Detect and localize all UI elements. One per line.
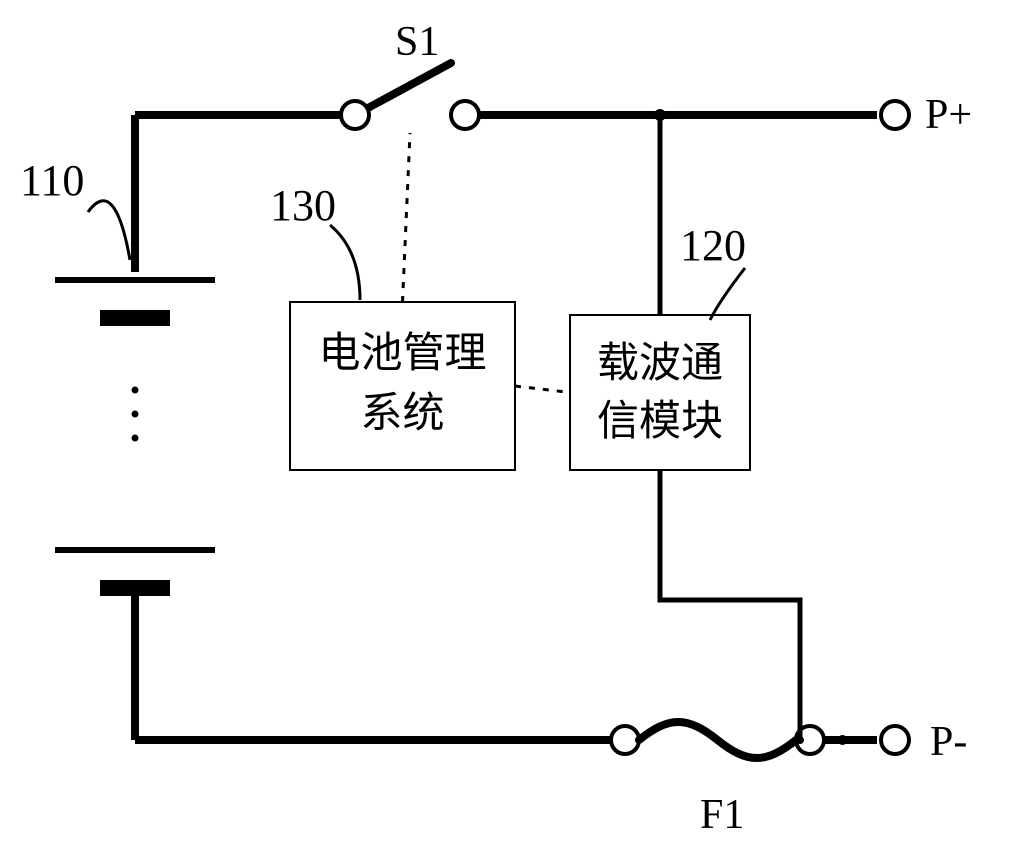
leader-120 [710, 268, 745, 320]
wire-carrier-bottom-tap [660, 470, 800, 740]
dashed-bms-to-switch [403, 133, 411, 302]
switch-terminal-right [451, 101, 479, 129]
label-carrier-line1: 载波通 [597, 341, 723, 387]
battery-ellipsis-dot [132, 387, 139, 394]
label-bms-line1: 电池管理 [318, 331, 486, 377]
ref-130: 130 [270, 181, 336, 230]
terminal-p-minus [881, 726, 909, 754]
label-switch: S1 [395, 19, 439, 65]
dashed-bms-to-carrier [515, 386, 570, 393]
junction-bottom-carrier-2 [796, 736, 804, 744]
label-carrier-line2: 信模块 [597, 399, 723, 445]
label-p-minus: P- [930, 719, 967, 765]
box-carrier [570, 315, 750, 470]
battery-ellipsis-dot [132, 435, 139, 442]
fuse-element [639, 722, 796, 758]
fuse-terminal-left [611, 726, 639, 754]
switch-arm [355, 63, 451, 115]
box-bms [290, 302, 515, 470]
label-p-plus: P+ [925, 92, 972, 138]
ref-110: 110 [20, 156, 84, 205]
leader-130 [330, 225, 360, 300]
junction-bottom-carrier [838, 735, 848, 745]
switch-terminal-left [341, 101, 369, 129]
ref-120: 120 [680, 221, 746, 270]
leader-110 [88, 201, 130, 260]
terminal-p-plus [881, 101, 909, 129]
label-bms-line2: 系统 [360, 391, 444, 437]
label-fuse: F1 [700, 792, 744, 838]
battery-ellipsis-dot [132, 411, 139, 418]
